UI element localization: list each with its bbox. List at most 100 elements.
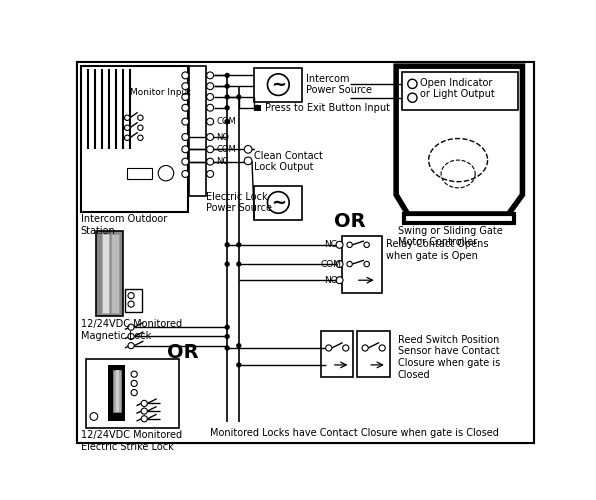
Bar bbox=[254, 104, 260, 111]
Circle shape bbox=[207, 134, 213, 140]
Circle shape bbox=[207, 170, 213, 177]
Circle shape bbox=[207, 82, 213, 89]
Text: Open Indicator
or Light Output: Open Indicator or Light Output bbox=[420, 78, 495, 100]
Bar bbox=[111, 234, 119, 312]
Circle shape bbox=[207, 146, 213, 153]
Circle shape bbox=[225, 74, 229, 78]
Bar bbox=[102, 234, 110, 312]
Circle shape bbox=[131, 371, 137, 377]
Circle shape bbox=[207, 72, 213, 79]
Polygon shape bbox=[396, 66, 523, 214]
Circle shape bbox=[182, 94, 189, 100]
Circle shape bbox=[364, 262, 370, 266]
Circle shape bbox=[128, 342, 134, 349]
Circle shape bbox=[141, 416, 147, 422]
Bar bbox=[404, 214, 514, 223]
Text: NC: NC bbox=[324, 240, 337, 250]
Text: Clean Contact
Lock Output: Clean Contact Lock Output bbox=[254, 151, 323, 172]
Circle shape bbox=[225, 120, 229, 124]
Bar bbox=[189, 66, 206, 196]
Circle shape bbox=[131, 380, 137, 386]
Circle shape bbox=[182, 146, 189, 153]
Circle shape bbox=[336, 260, 343, 268]
Circle shape bbox=[237, 262, 241, 266]
Circle shape bbox=[138, 135, 143, 140]
Bar bbox=[116, 370, 119, 412]
Circle shape bbox=[207, 104, 213, 111]
Text: Monitor Input: Monitor Input bbox=[131, 88, 191, 97]
Circle shape bbox=[237, 243, 241, 246]
Text: OR: OR bbox=[167, 343, 199, 362]
Circle shape bbox=[182, 118, 189, 125]
Text: Reed Switch Position
Sensor have Contact
Closure when gate is
Closed: Reed Switch Position Sensor have Contact… bbox=[398, 335, 500, 380]
Circle shape bbox=[364, 242, 370, 248]
Bar bbox=[86, 359, 179, 428]
Circle shape bbox=[268, 74, 289, 96]
Circle shape bbox=[408, 79, 417, 88]
Circle shape bbox=[131, 390, 137, 396]
Circle shape bbox=[207, 94, 213, 100]
Circle shape bbox=[325, 345, 332, 351]
Text: Intercom
Power Source: Intercom Power Source bbox=[306, 74, 372, 96]
Circle shape bbox=[347, 242, 352, 248]
Text: NO: NO bbox=[216, 132, 229, 141]
Circle shape bbox=[225, 262, 229, 266]
Text: Electric Lock
Power Source: Electric Lock Power Source bbox=[206, 192, 272, 214]
Text: ~: ~ bbox=[271, 194, 286, 212]
Circle shape bbox=[237, 95, 241, 99]
Text: COM: COM bbox=[216, 145, 236, 154]
Text: Swing or Sliding Gate
Motor Controller: Swing or Sliding Gate Motor Controller bbox=[399, 226, 503, 247]
Circle shape bbox=[225, 84, 229, 88]
Circle shape bbox=[182, 104, 189, 111]
Circle shape bbox=[225, 346, 229, 350]
Circle shape bbox=[128, 324, 134, 330]
Circle shape bbox=[379, 345, 385, 351]
Text: Intercom Outdoor
Station: Intercom Outdoor Station bbox=[80, 214, 167, 236]
Circle shape bbox=[207, 118, 213, 125]
Circle shape bbox=[225, 106, 229, 110]
Text: 12/24VDC Monitored
Electric Strike Lock: 12/24VDC Monitored Electric Strike Lock bbox=[80, 430, 182, 452]
Text: NC: NC bbox=[216, 157, 229, 166]
Bar bbox=[254, 68, 302, 102]
Circle shape bbox=[336, 242, 343, 248]
Circle shape bbox=[343, 345, 349, 351]
Circle shape bbox=[128, 334, 134, 340]
Circle shape bbox=[141, 400, 147, 406]
Circle shape bbox=[225, 326, 229, 329]
Circle shape bbox=[408, 93, 417, 102]
Text: Monitored Locks have Contact Closure when gate is Closed: Monitored Locks have Contact Closure whe… bbox=[210, 428, 499, 438]
Circle shape bbox=[362, 345, 368, 351]
Text: NO: NO bbox=[324, 276, 338, 284]
Circle shape bbox=[90, 412, 98, 420]
Bar bbox=[254, 186, 302, 220]
Circle shape bbox=[336, 277, 343, 283]
Circle shape bbox=[138, 125, 143, 130]
Circle shape bbox=[158, 166, 173, 181]
Circle shape bbox=[237, 344, 241, 347]
Bar bbox=[113, 370, 121, 412]
Text: Press to Exit Button Input: Press to Exit Button Input bbox=[265, 102, 390, 113]
Circle shape bbox=[182, 158, 189, 165]
Circle shape bbox=[138, 115, 143, 120]
Circle shape bbox=[125, 115, 130, 120]
Circle shape bbox=[254, 104, 260, 111]
Circle shape bbox=[347, 262, 352, 266]
Bar bbox=[108, 365, 125, 421]
Circle shape bbox=[225, 95, 229, 99]
Circle shape bbox=[182, 72, 189, 79]
Bar bbox=[342, 236, 382, 294]
Bar bbox=[127, 168, 152, 178]
Circle shape bbox=[225, 334, 229, 338]
Circle shape bbox=[182, 170, 189, 177]
Bar bbox=[125, 288, 142, 312]
Circle shape bbox=[128, 301, 134, 307]
Text: ~: ~ bbox=[271, 76, 286, 94]
Text: 12/24VDC Monitored
Magnetic Lock: 12/24VDC Monitored Magnetic Lock bbox=[80, 320, 182, 341]
Text: COM: COM bbox=[216, 117, 236, 126]
Bar bbox=[96, 231, 123, 316]
Circle shape bbox=[182, 134, 189, 140]
Circle shape bbox=[237, 363, 241, 367]
Circle shape bbox=[141, 408, 147, 414]
Circle shape bbox=[225, 243, 229, 246]
Circle shape bbox=[125, 125, 130, 130]
